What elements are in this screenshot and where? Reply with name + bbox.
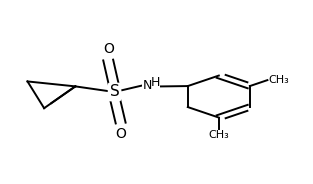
Text: H: H (150, 76, 160, 89)
Text: O: O (103, 42, 114, 56)
Text: CH₃: CH₃ (208, 130, 229, 140)
Text: CH₃: CH₃ (268, 75, 289, 85)
Text: S: S (110, 84, 119, 100)
Text: O: O (115, 127, 126, 141)
Text: N: N (142, 79, 152, 92)
